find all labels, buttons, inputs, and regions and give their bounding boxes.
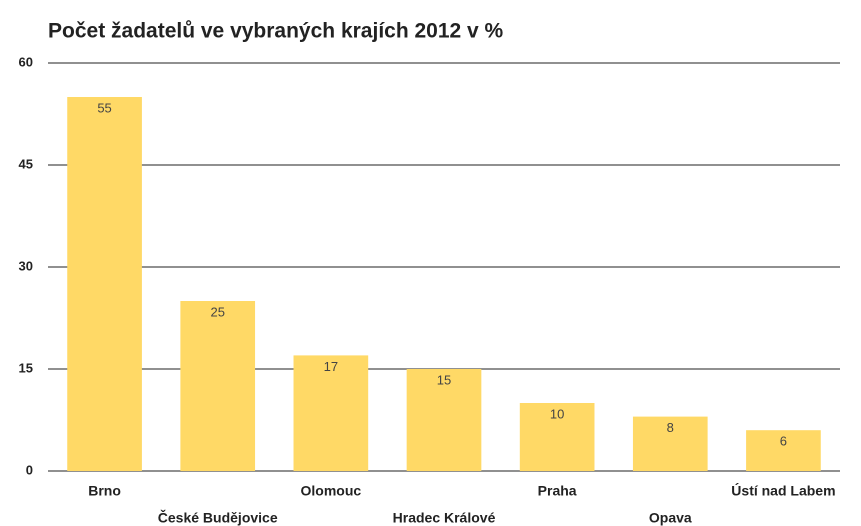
bar [406, 369, 482, 471]
y-tick-label: 60 [19, 54, 33, 69]
value-label: 15 [437, 372, 451, 387]
bar [293, 355, 369, 471]
bar [67, 97, 142, 471]
bar [180, 301, 256, 471]
x-tick-label: Praha [538, 483, 577, 499]
x-tick-label: Ústí nad Labem [731, 482, 835, 499]
y-tick-label: 45 [19, 156, 33, 171]
value-label: 55 [97, 100, 111, 115]
x-tick-label: Brno [88, 483, 121, 499]
value-label: 17 [324, 359, 338, 374]
x-tick-label: Opava [649, 510, 692, 526]
x-tick-label: Olomouc [301, 483, 362, 499]
value-label: 10 [550, 406, 564, 421]
y-tick-label: 0 [26, 462, 33, 477]
value-label: 6 [780, 434, 787, 449]
chart-title: Počet žadatelů ve vybraných krajích 2012… [48, 20, 504, 43]
x-tick-label: České Budějovice [158, 509, 278, 526]
y-tick-label: 30 [19, 258, 33, 273]
bar [746, 430, 821, 471]
y-tick-label: 15 [19, 360, 33, 375]
bar [632, 416, 708, 471]
bar [519, 403, 595, 471]
value-label: 25 [210, 304, 224, 319]
value-label: 8 [667, 420, 674, 435]
x-tick-label: Hradec Králové [393, 510, 496, 526]
